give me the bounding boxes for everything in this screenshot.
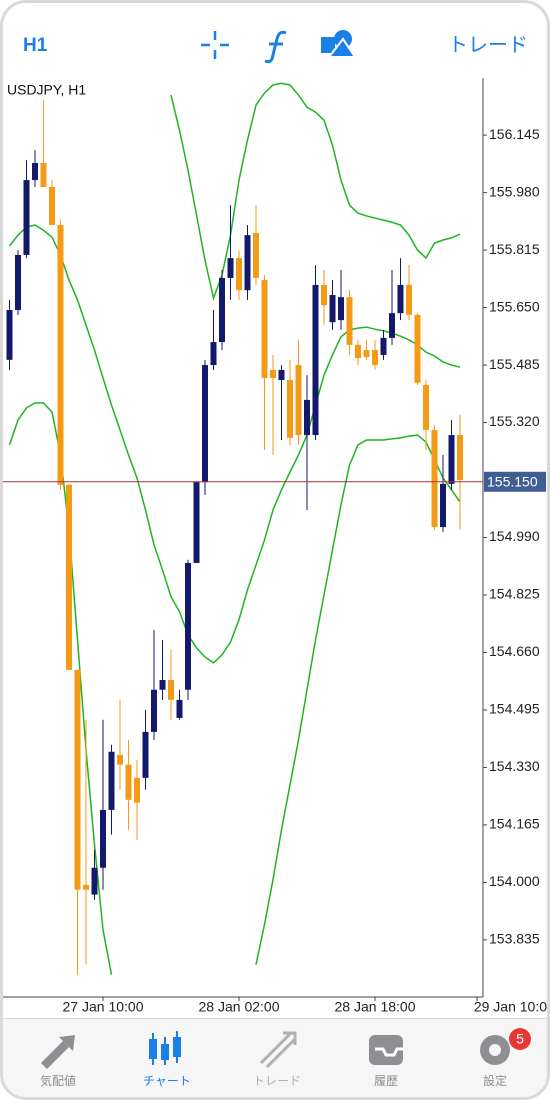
current-price-box <box>484 471 546 492</box>
y-tick-label: 154.000 <box>489 873 540 889</box>
candle-body <box>431 429 438 528</box>
candle-body <box>66 484 72 670</box>
candle-body <box>74 669 81 890</box>
x-tick-label: 28 Jan 18:00 <box>335 999 416 1015</box>
tab-label[interactable]: 履歴 <box>374 1074 398 1088</box>
candle-body <box>397 284 404 314</box>
candle-body <box>100 809 106 868</box>
candle-body <box>236 258 242 291</box>
chart: USDJPY, H1 156.145 155.980 155.815 155.650 1… <box>3 78 547 1015</box>
candle-body <box>244 235 251 291</box>
candle-body <box>440 483 446 528</box>
candle-body <box>270 369 276 378</box>
candle-body <box>185 562 191 690</box>
chart-icon[interactable] <box>149 1031 181 1065</box>
candle-body <box>134 777 140 803</box>
y-tick-label: 154.990 <box>489 528 540 544</box>
candle-body <box>193 482 200 563</box>
candle-body <box>91 867 98 895</box>
candle-body <box>108 751 115 810</box>
y-tick-label: 154.165 <box>489 816 540 832</box>
candle-body <box>159 679 166 690</box>
indicator-button[interactable] <box>264 30 287 64</box>
candle-body <box>117 754 123 765</box>
y-tick-label: 155.815 <box>489 241 540 257</box>
y-tick-label: 155.980 <box>489 183 540 199</box>
y-tick-label: 155.485 <box>489 356 540 372</box>
candle-body <box>355 344 361 359</box>
tab-bar: 5 気配値 チャート トレード 履歴 設定 <box>3 1018 547 1097</box>
candle-body <box>261 280 268 378</box>
crosshair-button[interactable] <box>201 31 229 59</box>
candle-body <box>176 699 183 718</box>
tab-icons: 5 気配値 チャート トレード 履歴 設定 <box>40 1028 531 1088</box>
x-tick-label: 28 Jan 02:00 <box>199 999 280 1015</box>
y-tick-label: 155.320 <box>489 413 540 429</box>
candle-body <box>40 163 47 188</box>
candle-body <box>227 258 234 278</box>
trade-button[interactable]: トレード <box>448 34 528 56</box>
candle-body <box>380 337 387 355</box>
y-tick-label: 154.825 <box>489 586 540 602</box>
candle-body <box>32 163 38 181</box>
y-tick-label: 154.495 <box>489 701 540 717</box>
tab-label[interactable]: 設定 <box>483 1073 507 1088</box>
y-tick-label: 153.835 <box>489 931 540 947</box>
candle-body <box>23 180 30 255</box>
candle-body <box>406 284 412 315</box>
y-tick-label: 154.660 <box>489 643 540 659</box>
candle-body <box>125 764 132 800</box>
history-icon[interactable] <box>369 1035 403 1065</box>
candle-body <box>389 313 395 338</box>
y-tick-label: 154.330 <box>489 758 540 774</box>
trade-icon[interactable] <box>259 1031 297 1069</box>
candle-body <box>253 233 259 278</box>
candle-body <box>321 284 327 306</box>
candle-body <box>57 225 64 485</box>
candle-body <box>142 731 149 778</box>
objects-button[interactable] <box>321 30 357 58</box>
candle-body <box>219 277 225 343</box>
candle-body <box>49 187 55 226</box>
current-price-label: 155.150 <box>487 473 538 489</box>
x-tick-label: 29 Jan 10:0 <box>474 999 547 1015</box>
candle-body <box>151 689 157 732</box>
candle-body <box>363 350 370 358</box>
settings-icon[interactable]: 5 <box>480 1028 531 1065</box>
band-line <box>8 224 461 664</box>
x-tick-label: 27 Jan 10:00 <box>63 999 144 1015</box>
badge: 5 <box>516 1031 524 1047</box>
candle-body <box>338 297 344 321</box>
candle-body <box>287 380 293 438</box>
candle-body <box>448 435 455 484</box>
timeframe-button[interactable]: H1 <box>23 35 48 56</box>
candle-body <box>278 369 285 381</box>
candle-body <box>168 679 174 700</box>
candle-body <box>210 342 217 366</box>
candle-body <box>202 365 208 483</box>
quotes-icon[interactable] <box>41 1035 75 1069</box>
candle-body <box>15 254 21 311</box>
tab-label[interactable]: トレード <box>253 1074 301 1088</box>
candle-body <box>346 297 353 345</box>
candle-body <box>6 310 13 360</box>
toolbar: H1 トレード <box>23 30 528 64</box>
candle-body <box>414 314 421 383</box>
candle-body <box>295 365 302 436</box>
y-tick-label: 155.650 <box>489 298 540 314</box>
candle-body <box>329 295 336 323</box>
candle-body <box>457 435 463 481</box>
candle-body <box>372 350 378 366</box>
candle-body <box>423 384 429 430</box>
tab-label[interactable]: 気配値 <box>40 1073 76 1088</box>
candle-body <box>304 399 310 436</box>
candle-body <box>83 884 89 890</box>
candle-body <box>312 284 319 436</box>
chart-title: USDJPY, H1 <box>7 82 86 98</box>
y-tick-label: 156.145 <box>489 126 540 142</box>
tab-label[interactable]: チャート <box>143 1074 191 1088</box>
